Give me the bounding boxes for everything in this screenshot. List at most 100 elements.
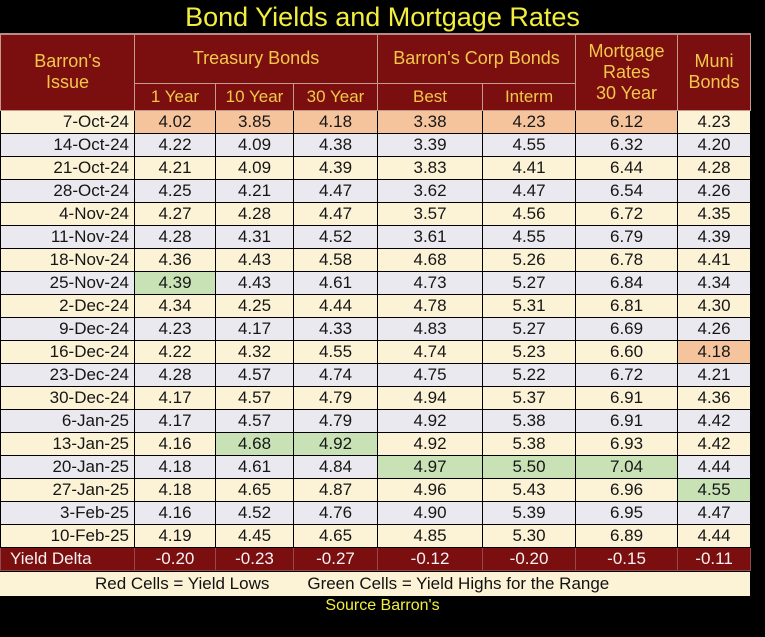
cell-value: 4.57 <box>215 385 294 410</box>
source-label: Source Barron's <box>325 596 440 614</box>
col-header-10-year: 10 Year <box>215 82 294 111</box>
table-row: 10-Feb-25 4.19 4.45 4.65 4.85 5.30 6.89 4.44 <box>0 523 752 548</box>
col-header-mortgage-rates: Mortgage Rates 30 Year <box>575 33 679 111</box>
cell-value: 4.47 <box>482 178 577 203</box>
cell-value: 5.30 <box>482 523 577 548</box>
cell-value: 6.60 <box>575 339 679 364</box>
bond-yields-table: Barron's Issue Treasury Bonds Barron's C… <box>0 33 752 571</box>
cell-value: 4.92 <box>377 408 484 433</box>
cell-value: 4.84 <box>292 454 379 479</box>
cell-value: 4.45 <box>215 523 294 548</box>
cell-value-high: 5.50 <box>482 454 577 479</box>
cell-value-high: 7.04 <box>575 454 679 479</box>
cell-date: 21-Oct-24 <box>0 155 135 180</box>
table-row: 7-Oct-24 4.02 3.85 4.18 3.38 4.23 6.12 4.23 <box>0 109 752 134</box>
table-row: 3-Feb-25 4.16 4.52 4.76 4.90 5.39 6.95 4.47 <box>0 500 752 525</box>
cell-value: 6.79 <box>575 224 679 249</box>
cell-value: 4.47 <box>292 178 379 203</box>
cell-date: 13-Jan-25 <box>0 431 135 456</box>
yield-delta-value: -0.27 <box>292 546 379 571</box>
yield-delta-value: -0.20 <box>134 546 216 571</box>
cell-value-low: 4.18 <box>677 339 752 364</box>
cell-value: 4.96 <box>377 477 484 502</box>
col-group-treasury-bonds: Treasury Bonds <box>133 33 379 84</box>
cell-value: 4.58 <box>292 247 379 272</box>
cell-value: 4.21 <box>215 178 294 203</box>
table-body: 7-Oct-24 4.02 3.85 4.18 3.38 4.23 6.12 4.23 14-O… <box>0 109 752 548</box>
cell-value: 4.61 <box>215 454 294 479</box>
col-header-barrons-issue: Barron's Issue <box>0 33 135 111</box>
cell-value: 6.96 <box>575 477 679 502</box>
yield-delta-label: Yield Delta <box>0 546 135 571</box>
table-row: 28-Oct-24 4.25 4.21 4.47 3.62 4.47 6.54 4.26 <box>0 178 752 203</box>
cell-value: 5.31 <box>482 293 577 318</box>
cell-value: 4.35 <box>677 201 752 226</box>
cell-value: 4.39 <box>292 155 379 180</box>
cell-value: 4.78 <box>377 293 484 318</box>
source-bar: Source Barron's <box>0 596 765 617</box>
cell-value-high: 4.92 <box>292 431 379 456</box>
page-title: Bond Yields and Mortgage Rates <box>185 2 580 32</box>
table-row: 20-Jan-25 4.18 4.61 4.84 4.97 5.50 7.04 4.44 <box>0 454 752 479</box>
cell-value: 4.26 <box>677 316 752 341</box>
cell-value: 4.22 <box>134 132 216 157</box>
cell-value: 6.72 <box>575 362 679 387</box>
cell-value: 4.87 <box>292 477 379 502</box>
cell-value: 4.31 <box>215 224 294 249</box>
cell-value: 5.23 <box>482 339 577 364</box>
cell-date: 14-Oct-24 <box>0 132 135 157</box>
cell-value: 4.23 <box>134 316 216 341</box>
cell-value: 5.27 <box>482 316 577 341</box>
cell-date: 23-Dec-24 <box>0 362 135 387</box>
cell-value: 4.76 <box>292 500 379 525</box>
cell-value: 4.36 <box>677 385 752 410</box>
cell-value: 4.34 <box>677 270 752 295</box>
col-header-interm: Interm <box>482 82 577 111</box>
cell-value: 4.18 <box>134 454 216 479</box>
cell-value-high: 4.55 <box>677 477 752 502</box>
cell-value: 4.57 <box>215 408 294 433</box>
cell-value: 5.37 <box>482 385 577 410</box>
cell-value: 4.19 <box>134 523 216 548</box>
cell-date: 30-Dec-24 <box>0 385 135 410</box>
cell-date: 28-Oct-24 <box>0 178 135 203</box>
legend-row: Red Cells = Yield Lows Green Cells = Yie… <box>0 570 750 596</box>
yield-delta-value: -0.12 <box>377 546 484 571</box>
cell-value: 4.74 <box>292 362 379 387</box>
cell-value: 5.39 <box>482 500 577 525</box>
cell-date: 3-Feb-25 <box>0 500 135 525</box>
cell-value-low: 6.12 <box>575 109 679 134</box>
cell-value: 4.16 <box>134 431 216 456</box>
cell-value: 6.95 <box>575 500 679 525</box>
cell-value: 6.91 <box>575 408 679 433</box>
cell-date: 11-Nov-24 <box>0 224 135 249</box>
cell-value: 4.44 <box>677 523 752 548</box>
cell-value: 4.16 <box>134 500 216 525</box>
table-row: 2-Dec-24 4.34 4.25 4.44 4.78 5.31 6.81 4.30 <box>0 293 752 318</box>
legend-red-note: Red Cells = Yield Lows <box>95 573 270 593</box>
cell-value: 5.26 <box>482 247 577 272</box>
col-group-corp-bonds: Barron's Corp Bonds <box>377 33 577 84</box>
cell-value: 4.09 <box>215 132 294 157</box>
cell-date: 10-Feb-25 <box>0 523 135 548</box>
col-header-30-year: 30 Year <box>292 82 379 111</box>
cell-value: 4.90 <box>377 500 484 525</box>
cell-value: 4.42 <box>677 431 752 456</box>
cell-value: 6.93 <box>575 431 679 456</box>
cell-date: 7-Oct-24 <box>0 109 135 134</box>
cell-value: 4.28 <box>215 201 294 226</box>
cell-value: 4.21 <box>677 362 752 387</box>
cell-value: 4.75 <box>377 362 484 387</box>
cell-value: 3.39 <box>377 132 484 157</box>
cell-value: 6.32 <box>575 132 679 157</box>
col-header-muni-bonds: Muni Bonds <box>677 33 752 111</box>
cell-value: 4.68 <box>377 247 484 272</box>
cell-value-low: 3.85 <box>215 109 294 134</box>
cell-value: 4.55 <box>292 339 379 364</box>
cell-value: 4.92 <box>377 431 484 456</box>
cell-value: 4.17 <box>134 385 216 410</box>
cell-value: 4.25 <box>215 293 294 318</box>
cell-value: 4.43 <box>215 247 294 272</box>
cell-value: 4.34 <box>134 293 216 318</box>
cell-value: 4.57 <box>215 362 294 387</box>
